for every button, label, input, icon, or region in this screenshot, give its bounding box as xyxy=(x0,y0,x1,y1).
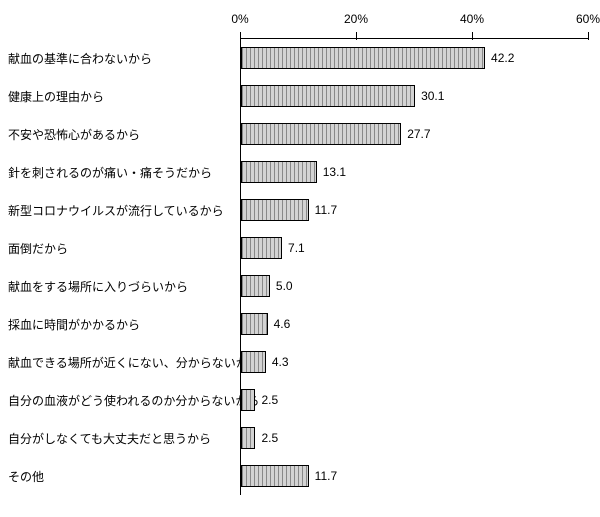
bar xyxy=(241,199,309,221)
bar-row: 11.7 xyxy=(240,457,588,495)
bar xyxy=(241,389,255,411)
bar xyxy=(241,275,270,297)
bar xyxy=(241,351,266,373)
bar-row: 27.7 xyxy=(240,115,588,153)
category-label: 献血できる場所が近くにない、分からないから xyxy=(8,343,240,381)
bar-value-label: 42.2 xyxy=(491,51,514,65)
category-label: 採血に時間がかかるから xyxy=(8,305,240,343)
bar-row: 4.6 xyxy=(240,305,588,343)
bar-value-label: 27.7 xyxy=(407,127,430,141)
horizontal-bar-chart: 0%20%40%60% 献血の基準に合わないから42.2健康上の理由から30.1… xyxy=(8,12,588,495)
bar xyxy=(241,465,309,487)
bar xyxy=(241,313,268,335)
x-tick-label: 0% xyxy=(231,12,248,26)
bar-value-label: 30.1 xyxy=(421,89,444,103)
bar xyxy=(241,85,415,107)
bar-row: 4.3 xyxy=(240,343,588,381)
bar xyxy=(241,427,255,449)
category-label: 健康上の理由から xyxy=(8,77,240,115)
category-label: 不安や恐怖心があるから xyxy=(8,115,240,153)
bar-value-label: 2.5 xyxy=(261,393,278,407)
bar-row: 5.0 xyxy=(240,267,588,305)
bar-value-label: 2.5 xyxy=(261,431,278,445)
bar-row: 30.1 xyxy=(240,77,588,115)
axis-label-spacer xyxy=(8,12,240,39)
category-label: 新型コロナウイルスが流行しているから xyxy=(8,191,240,229)
category-label: 面倒だから xyxy=(8,229,240,267)
bar-value-label: 5.0 xyxy=(276,279,293,293)
bar xyxy=(241,161,317,183)
x-axis: 0%20%40%60% xyxy=(240,12,588,39)
bar-value-label: 4.3 xyxy=(272,355,289,369)
bar-row: 2.5 xyxy=(240,419,588,457)
bar-row: 11.7 xyxy=(240,191,588,229)
category-label: 献血をする場所に入りづらいから xyxy=(8,267,240,305)
x-tick-label: 40% xyxy=(460,12,484,26)
bar-row: 7.1 xyxy=(240,229,588,267)
x-tick-label: 20% xyxy=(344,12,368,26)
category-label: 自分の血液がどう使われるのか分からないから xyxy=(8,381,240,419)
bar-value-label: 7.1 xyxy=(288,241,305,255)
bar xyxy=(241,237,282,259)
bar-value-label: 11.7 xyxy=(315,469,337,483)
bar-row: 42.2 xyxy=(240,39,588,77)
bar-value-label: 11.7 xyxy=(315,203,337,217)
bar-value-label: 4.6 xyxy=(274,317,291,331)
x-tick-label: 60% xyxy=(576,12,600,26)
bar-value-label: 13.1 xyxy=(323,165,346,179)
category-label: 献血の基準に合わないから xyxy=(8,39,240,77)
category-label: 自分がしなくても大丈夫だと思うから xyxy=(8,419,240,457)
bar-row: 13.1 xyxy=(240,153,588,191)
x-tick-mark xyxy=(588,32,589,40)
category-label: その他 xyxy=(8,457,240,495)
bar xyxy=(241,123,401,145)
category-label: 針を刺されるのが痛い・痛そうだから xyxy=(8,153,240,191)
bar-row: 2.5 xyxy=(240,381,588,419)
bar xyxy=(241,47,485,69)
